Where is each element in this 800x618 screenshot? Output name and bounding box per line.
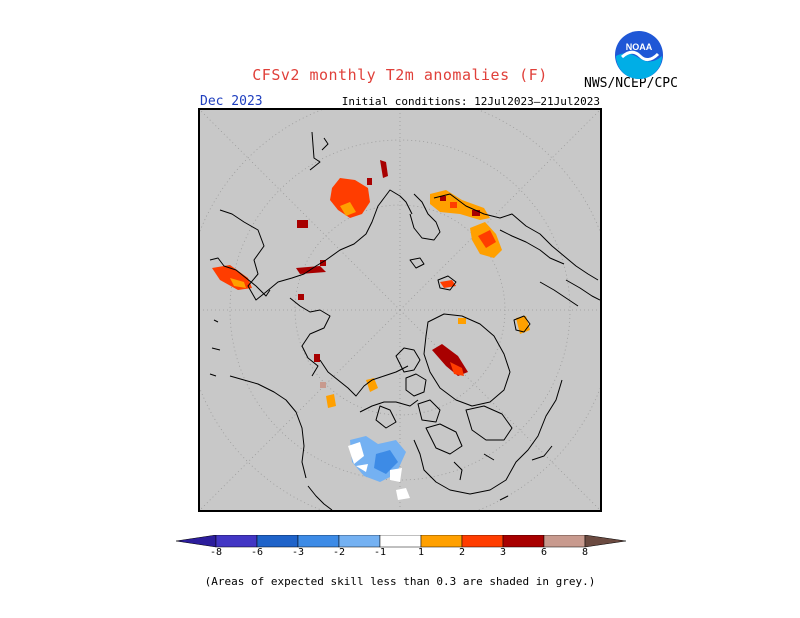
initial-conditions: Initial conditions: 12Jul2023–21Jul2023 xyxy=(341,95,600,108)
agency-label: NWS/NCEP/CPC xyxy=(584,76,678,91)
chart-title: CFSv2 monthly T2m anomalies (F) xyxy=(252,66,548,84)
colorbar xyxy=(175,534,627,565)
warm-anomaly-canada-east xyxy=(430,190,502,258)
warm-anomaly-central-asia xyxy=(212,260,326,300)
coastlines xyxy=(209,131,600,510)
colorbar-label: 1 xyxy=(417,547,425,558)
noaa-logo-text: NOAA xyxy=(626,42,653,52)
colorbar-label: -1 xyxy=(373,547,387,558)
graticule xyxy=(200,110,600,510)
forecast-period: Dec 2023 xyxy=(200,94,263,109)
warm-anomaly-greenland xyxy=(432,280,530,376)
colorbar-label: 6 xyxy=(540,547,548,558)
colorbar-label: -8 xyxy=(209,547,223,558)
noaa-logo-icon: NOAA xyxy=(614,30,664,80)
warm-anomaly-asia-north xyxy=(297,160,388,228)
skill-footnote: (Areas of expected skill less than 0.3 a… xyxy=(204,575,596,588)
colorbar-label: 2 xyxy=(458,547,466,558)
warm-anomaly-alaska xyxy=(314,354,378,408)
colorbar-label: 3 xyxy=(499,547,507,558)
colorbar-swatches xyxy=(175,534,627,548)
colorbar-label: 8 xyxy=(581,547,589,558)
polar-map xyxy=(198,108,602,512)
colorbar-label: -6 xyxy=(250,547,264,558)
cold-anomaly-north-pacific xyxy=(348,436,410,500)
colorbar-label: -3 xyxy=(291,547,305,558)
colorbar-label: -2 xyxy=(332,547,346,558)
